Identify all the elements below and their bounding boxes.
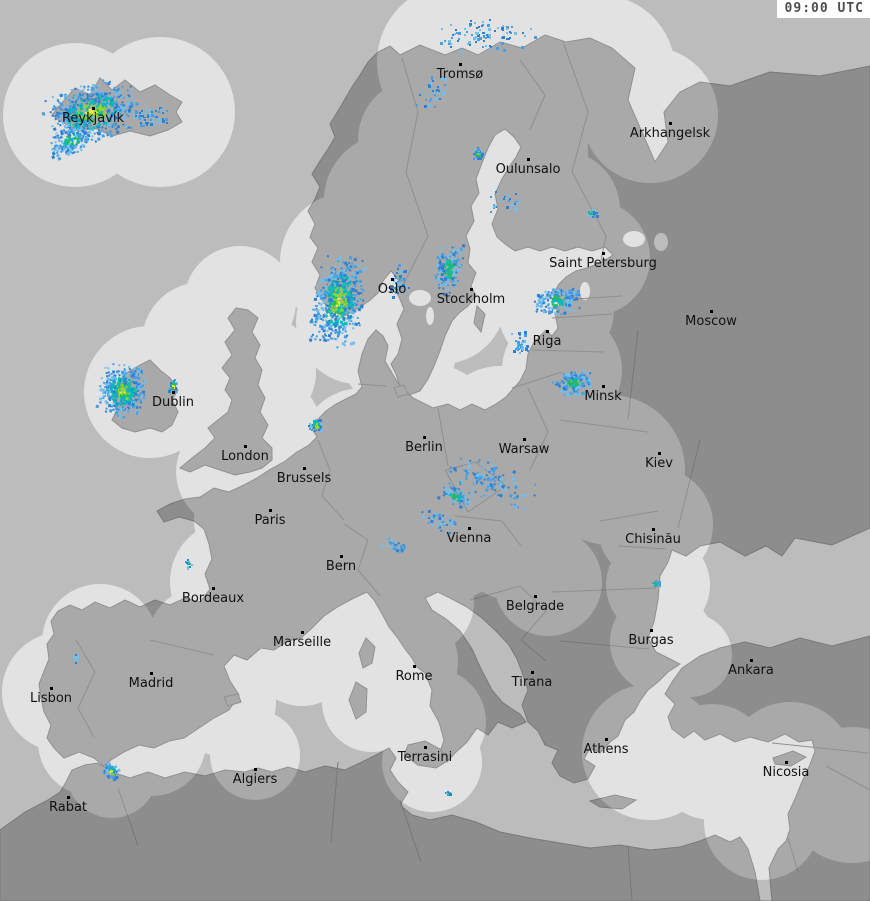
country-borders-layer <box>75 41 870 901</box>
lake <box>623 231 645 247</box>
precip-cluster <box>380 535 407 554</box>
landmass-mainland <box>38 34 870 784</box>
precip-cluster <box>652 580 661 587</box>
precip-cluster <box>490 191 522 213</box>
precipitation-layer <box>41 19 661 796</box>
lake <box>426 307 434 325</box>
clock-badge: 09:00 UTC <box>776 0 870 18</box>
landmass-great-britain <box>179 307 273 476</box>
precip-cluster <box>421 509 457 535</box>
precip-cluster <box>533 287 581 316</box>
lakes-layer <box>409 231 668 325</box>
precip-cluster <box>390 264 410 299</box>
precip-cluster <box>551 369 592 398</box>
landmass-zealand <box>393 384 409 398</box>
precip-cluster <box>587 209 599 218</box>
lake <box>654 233 668 251</box>
precip-cluster <box>50 119 94 161</box>
precip-cluster <box>308 419 324 432</box>
precip-cluster <box>445 791 452 796</box>
lake <box>409 290 431 306</box>
precip-cluster <box>185 559 193 570</box>
precip-cluster <box>434 244 466 297</box>
precip-cluster <box>511 331 529 354</box>
precip-cluster <box>103 762 121 782</box>
precip-cluster <box>416 76 447 108</box>
landmass-corsica <box>358 637 376 669</box>
lake <box>580 282 590 300</box>
precip-cluster <box>133 105 168 127</box>
landmass-cyprus <box>772 750 808 767</box>
precip-cluster <box>308 255 368 349</box>
precip-cluster <box>95 362 148 419</box>
precip-cluster <box>436 482 475 510</box>
landmass-sicily <box>403 740 450 769</box>
precip-cluster <box>440 19 537 53</box>
precip-cluster <box>473 147 484 160</box>
landmass-gotland <box>473 304 486 334</box>
landmass-balearics <box>223 693 242 707</box>
landmass-crete <box>588 794 638 810</box>
landmass-africa-mideast <box>0 635 870 901</box>
landmass-sardinia <box>348 681 368 720</box>
precip-cluster <box>168 379 178 393</box>
precip-cluster <box>73 654 79 664</box>
precip-cluster <box>448 457 537 511</box>
landmass-layer <box>0 34 870 901</box>
clock-time: 09:00 UTC <box>784 1 864 16</box>
